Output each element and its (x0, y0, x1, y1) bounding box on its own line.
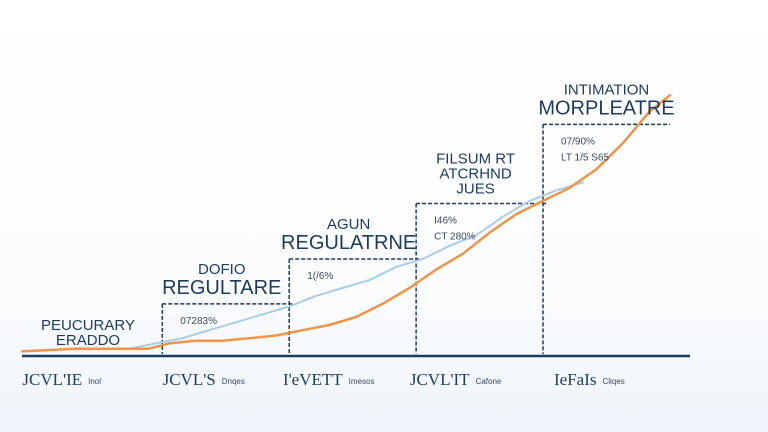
stage-annotations: 07283% 1(/6% I46% CT 280% 07/90% LT 1/5 S65 (180, 136, 609, 327)
series-line-blue (21, 181, 585, 353)
x-tick-label: JCVL'S (163, 370, 216, 389)
stage-frames (161, 123, 670, 354)
stage-title-line: MORPLEATRE (538, 97, 674, 119)
stage-title-line: FILSUM RT (436, 151, 515, 168)
x-tick-label: JCVL'IE (22, 370, 82, 389)
stage-title-line: INTIMATION (564, 81, 650, 98)
stage-annotation: CT 280% (434, 232, 476, 243)
series-lines (20, 94, 672, 353)
stage-annotation: I46% (434, 216, 457, 227)
x-tick-sublabel: Cafone (476, 377, 502, 386)
x-tick-label: I'eVETT (283, 370, 343, 389)
stage-title-line: ERADDO (56, 332, 120, 349)
stage-title-line: REGULATRNE (281, 232, 416, 254)
stage-title-line: DOFIO (198, 261, 246, 278)
x-tick-sublabel: Inol (88, 377, 101, 386)
stage-annotation: 07/90% (561, 136, 595, 147)
stage-title-line: ATCRHND (439, 166, 511, 183)
stage-annotation: LT 1/5 S65 (561, 152, 609, 163)
stage-annotation: 07283% (180, 316, 217, 327)
stage-annotation: 1(/6% (307, 271, 333, 282)
stage-title-line: PEUCURARY (41, 317, 135, 334)
x-tick-sublabel: Dnqes (222, 377, 245, 386)
x-tick-label: JCVL'IT (410, 370, 470, 389)
stage-title-line: JUES (456, 181, 494, 198)
x-tick-labels: JCVL'IE Inol JCVL'S Dnqes I'eVETT Imesos JCVL'… (22, 370, 624, 389)
x-tick-sublabel: Imesos (349, 377, 375, 386)
series-line-orange (20, 94, 672, 353)
x-tick-sublabel: Cliqes (603, 377, 625, 386)
stage-title-line: REGULTARE (162, 277, 281, 299)
stage-title-line: AGUN (327, 216, 370, 233)
x-tick-label: IeFaIs (554, 370, 596, 389)
